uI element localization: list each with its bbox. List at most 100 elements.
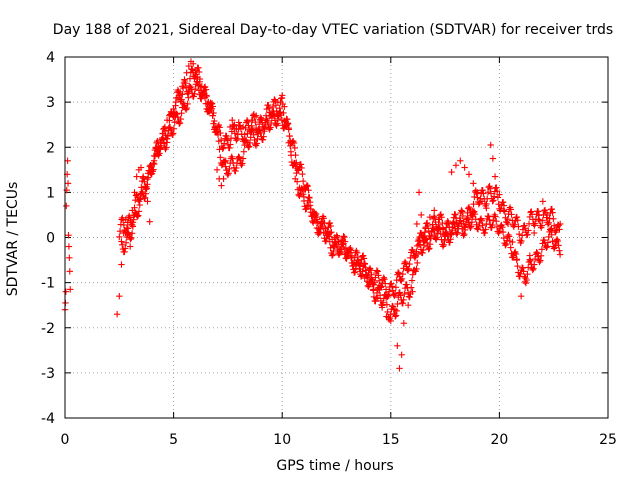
data-point	[371, 279, 378, 286]
data-point	[467, 224, 474, 232]
plot-border	[64, 56, 609, 419]
data-point	[490, 193, 498, 200]
data-point	[523, 276, 530, 284]
data-point	[249, 126, 256, 133]
data-point	[441, 237, 448, 245]
data-point	[335, 251, 343, 259]
data-point	[144, 198, 151, 205]
data-point	[284, 119, 292, 127]
data-point	[156, 150, 163, 157]
data-point	[341, 245, 348, 253]
data-point	[458, 208, 466, 215]
data-point	[453, 230, 460, 238]
data-point	[374, 285, 381, 292]
data-point	[274, 115, 282, 123]
data-point	[190, 93, 197, 100]
data-point	[448, 168, 455, 176]
data-point	[285, 126, 292, 133]
data-point	[339, 237, 346, 244]
data-point	[400, 320, 408, 327]
data-point	[226, 144, 233, 152]
data-point	[430, 227, 438, 234]
data-point	[395, 270, 403, 277]
data-point	[113, 311, 121, 318]
data-point	[245, 144, 252, 151]
data-point	[240, 148, 248, 155]
data-point	[534, 250, 541, 257]
data-point	[246, 139, 254, 147]
data-point	[176, 92, 183, 99]
data-point	[217, 154, 224, 161]
data-point	[293, 159, 300, 166]
data-point	[493, 184, 500, 191]
data-point	[218, 182, 225, 189]
data-point	[290, 139, 298, 147]
data-point	[227, 141, 234, 148]
data-point	[293, 178, 301, 185]
data-point	[551, 244, 558, 251]
data-point	[459, 212, 467, 220]
data-point	[367, 275, 375, 283]
data-point	[501, 208, 508, 215]
data-point	[253, 140, 260, 147]
data-point	[299, 170, 306, 178]
data-point	[530, 265, 537, 272]
data-point	[128, 230, 136, 237]
data-point	[329, 251, 337, 258]
data-point	[303, 182, 311, 189]
data-point	[479, 222, 486, 229]
data-point	[364, 282, 372, 289]
data-point	[141, 194, 149, 201]
data-point	[465, 219, 473, 226]
data-point	[289, 138, 296, 146]
data-point	[544, 221, 552, 228]
data-point	[149, 166, 156, 173]
data-point	[175, 88, 182, 95]
data-point	[230, 125, 238, 132]
x-axis-label: GPS time / hours	[276, 458, 393, 474]
data-point	[136, 196, 144, 203]
data-point	[137, 164, 145, 171]
data-point	[381, 275, 388, 283]
data-point	[430, 213, 438, 220]
data-point	[249, 112, 257, 119]
data-point	[423, 219, 431, 227]
data-point	[373, 267, 381, 274]
data-point	[426, 213, 434, 221]
data-point	[399, 300, 407, 307]
data-point	[243, 138, 251, 146]
data-point	[223, 132, 230, 140]
data-point	[468, 218, 476, 226]
data-point	[147, 171, 155, 178]
data-point	[341, 233, 348, 241]
data-point	[286, 132, 293, 140]
data-point	[353, 249, 361, 256]
data-point	[271, 96, 278, 103]
data-point	[388, 283, 396, 290]
data-point	[474, 194, 481, 201]
data-point	[487, 185, 494, 192]
data-point	[547, 227, 555, 234]
data-point	[528, 208, 535, 215]
data-point	[209, 112, 216, 119]
data-point	[233, 164, 240, 172]
y-tick-label: 0	[46, 231, 55, 247]
data-point	[545, 219, 553, 227]
data-point	[169, 131, 176, 138]
data-point	[125, 231, 133, 238]
data-point	[248, 122, 255, 130]
data-point	[515, 230, 523, 238]
data-point	[379, 299, 387, 306]
data-point	[202, 83, 209, 91]
data-point	[299, 177, 307, 185]
data-point	[454, 229, 461, 236]
data-point	[404, 266, 411, 273]
tick-layer: 0 5 10 15 20 25 -4 -3 -2 -1 0 1 2 3 4	[41, 50, 617, 448]
data-point	[391, 290, 399, 297]
data-point	[539, 217, 546, 224]
data-point	[278, 116, 286, 124]
data-point	[295, 166, 302, 173]
data-point	[326, 238, 333, 245]
data-point	[118, 238, 125, 245]
data-point	[475, 223, 482, 231]
